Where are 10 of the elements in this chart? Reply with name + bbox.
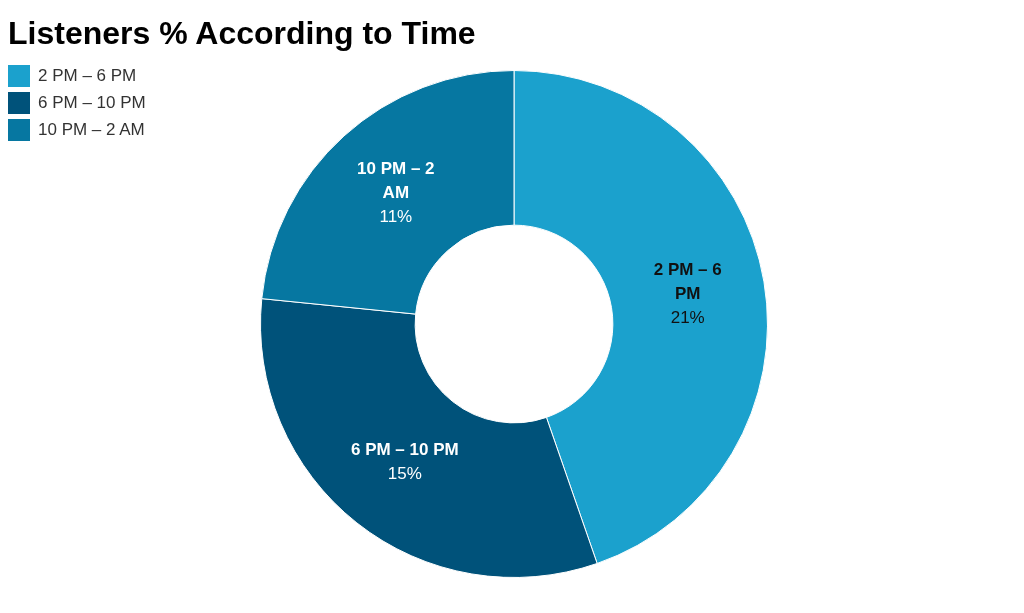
slice-label: 10 PM – 2 AM: [357, 159, 435, 203]
data-label: 21%: [670, 308, 705, 328]
data-label: 15%: [387, 463, 422, 483]
slice-label: 6 PM – 10 PM: [350, 439, 459, 459]
legend-label: 2 PM – 6 PM: [38, 65, 137, 86]
data-label: 11%: [379, 207, 413, 227]
slice-label: 2 PM – 6 PM: [653, 260, 722, 304]
legend-label: 10 PM – 2 AM: [38, 119, 145, 140]
chart-title: Listeners % According to Time: [8, 15, 476, 51]
legend-label: 6 PM – 10 PM: [38, 92, 146, 113]
